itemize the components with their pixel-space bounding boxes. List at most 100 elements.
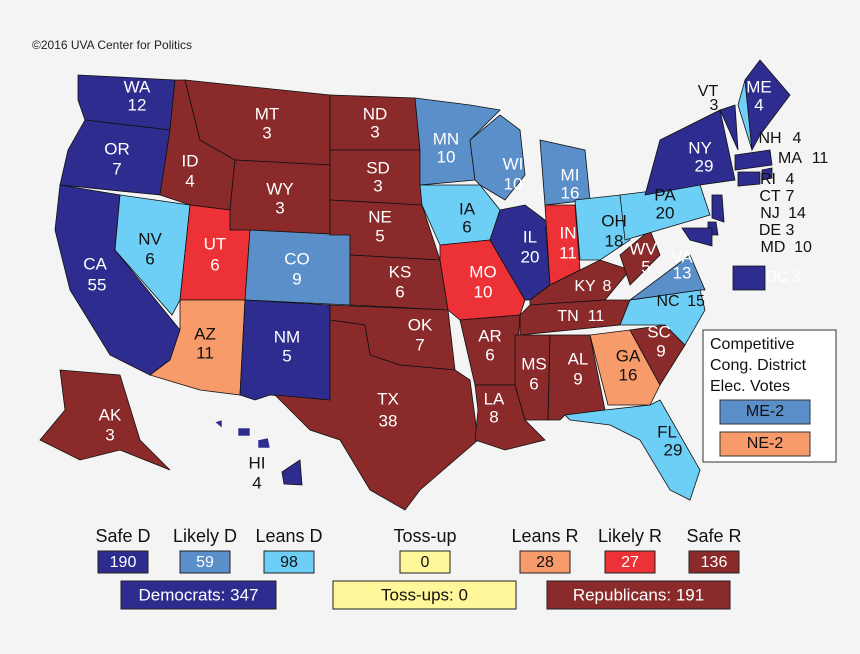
state-abbr: TX (377, 389, 399, 408)
state-votes: 55 (88, 275, 107, 294)
state-abbr: OR (104, 139, 130, 158)
state-shape (564, 399, 701, 501)
legend-label: Leans D (255, 526, 322, 546)
state-votes: 29 (695, 156, 714, 175)
competitive-label: ME-2 (746, 403, 784, 420)
legend-value: 27 (621, 554, 639, 571)
state-votes: 3 (275, 198, 284, 217)
state-votes: 9 (656, 341, 665, 360)
state-abbr: SD (366, 158, 390, 177)
state-abbr: IN (560, 223, 577, 242)
state-abbr: RI (760, 171, 776, 188)
state-abbr: IL (523, 227, 537, 246)
state-abbr: NV (138, 229, 162, 248)
state-votes: 15 (687, 293, 705, 310)
state-abbr: TN (557, 308, 578, 325)
state-abbr: LA (484, 389, 505, 408)
state-votes: 3 (370, 122, 379, 141)
state-votes: 12 (128, 95, 147, 114)
state-votes: 29 (664, 440, 683, 459)
state-abbr: CO (284, 249, 310, 268)
total-box (332, 580, 517, 610)
state-shape (681, 227, 713, 247)
state-abbr: MO (469, 262, 496, 281)
state-votes: 4 (252, 473, 261, 492)
state-votes: 6 (395, 282, 404, 301)
state-votes: 11 (559, 243, 577, 262)
state-abbr: CA (83, 254, 107, 273)
total-box (120, 580, 277, 610)
state-abbr: MA (778, 150, 802, 167)
state-abbr: NC (656, 293, 679, 310)
state-votes: 13 (673, 263, 692, 282)
legend-label: Leans R (511, 526, 578, 546)
state-shape (39, 369, 171, 471)
state-abbr: SC (647, 322, 671, 341)
state-votes: 10 (504, 174, 523, 193)
state-votes: 11 (588, 308, 605, 325)
state-shape (732, 265, 766, 291)
state-shape (761, 167, 773, 181)
competitive-item (719, 431, 811, 457)
state-votes: 9 (573, 369, 582, 388)
state-votes: 16 (561, 183, 580, 202)
state-abbr: DE (759, 222, 781, 239)
state-abbr: ID (182, 151, 199, 170)
state-shape (719, 104, 739, 151)
state-votes: 4 (185, 171, 194, 190)
state-shape (644, 109, 736, 196)
state-abbr: MS (521, 354, 547, 373)
state-votes: 5 (282, 346, 291, 365)
state-abbr: WY (266, 179, 293, 198)
state-abbr: NE (368, 207, 392, 226)
state-abbr: ND (363, 104, 388, 123)
state-votes: 10 (437, 147, 456, 166)
legend-box (519, 550, 571, 574)
state-votes: 3 (262, 123, 271, 142)
state-abbr: IA (459, 199, 476, 218)
state-abbr: NH (758, 130, 781, 147)
legend-label: Toss-up (393, 526, 456, 546)
state-votes: 3 (710, 97, 719, 114)
state-votes: 6 (529, 374, 538, 393)
state-shape (514, 334, 551, 421)
state-votes: 6 (145, 249, 154, 268)
legend-label: Safe D (95, 526, 150, 546)
state-abbr: UT (204, 234, 227, 253)
state-abbr: AL (568, 349, 589, 368)
total-box (546, 580, 731, 610)
state-abbr: PA (654, 185, 676, 204)
state-votes: 6 (485, 345, 494, 364)
state-abbr: NJ (760, 205, 780, 222)
state-abbr: GA (616, 346, 641, 365)
state-abbr: VT (698, 83, 719, 100)
state-votes: 11 (196, 343, 214, 362)
legend-value: 98 (280, 554, 298, 571)
state-abbr: CT (759, 188, 781, 205)
competitive-label: NE-2 (747, 435, 784, 452)
total-label: Republicans: 191 (573, 585, 704, 604)
competitive-title: Cong. District (710, 357, 807, 374)
state-abbr: NY (688, 138, 712, 157)
legend-box (688, 550, 740, 574)
state-votes: 4 (786, 171, 795, 188)
state-abbr: DC (765, 269, 788, 286)
state-abbr: MT (255, 104, 280, 123)
legend-box (399, 550, 451, 574)
state-abbr: WA (124, 77, 151, 96)
state-votes: 8 (603, 278, 612, 295)
state-abbr: FL (657, 422, 677, 441)
state-votes: 4 (754, 95, 763, 114)
state-votes: 4 (793, 130, 802, 147)
state-votes: 3 (373, 176, 382, 195)
competitive-item (719, 399, 811, 425)
state-abbr: KY (574, 278, 596, 295)
island-shape (257, 437, 271, 449)
state-abbr: OH (601, 211, 627, 230)
legend-box (179, 550, 231, 574)
state-shape (59, 119, 171, 196)
state-votes: 7 (786, 188, 795, 205)
state-shape (273, 319, 479, 511)
legend-value: 136 (701, 554, 728, 571)
state-shape (574, 194, 631, 261)
